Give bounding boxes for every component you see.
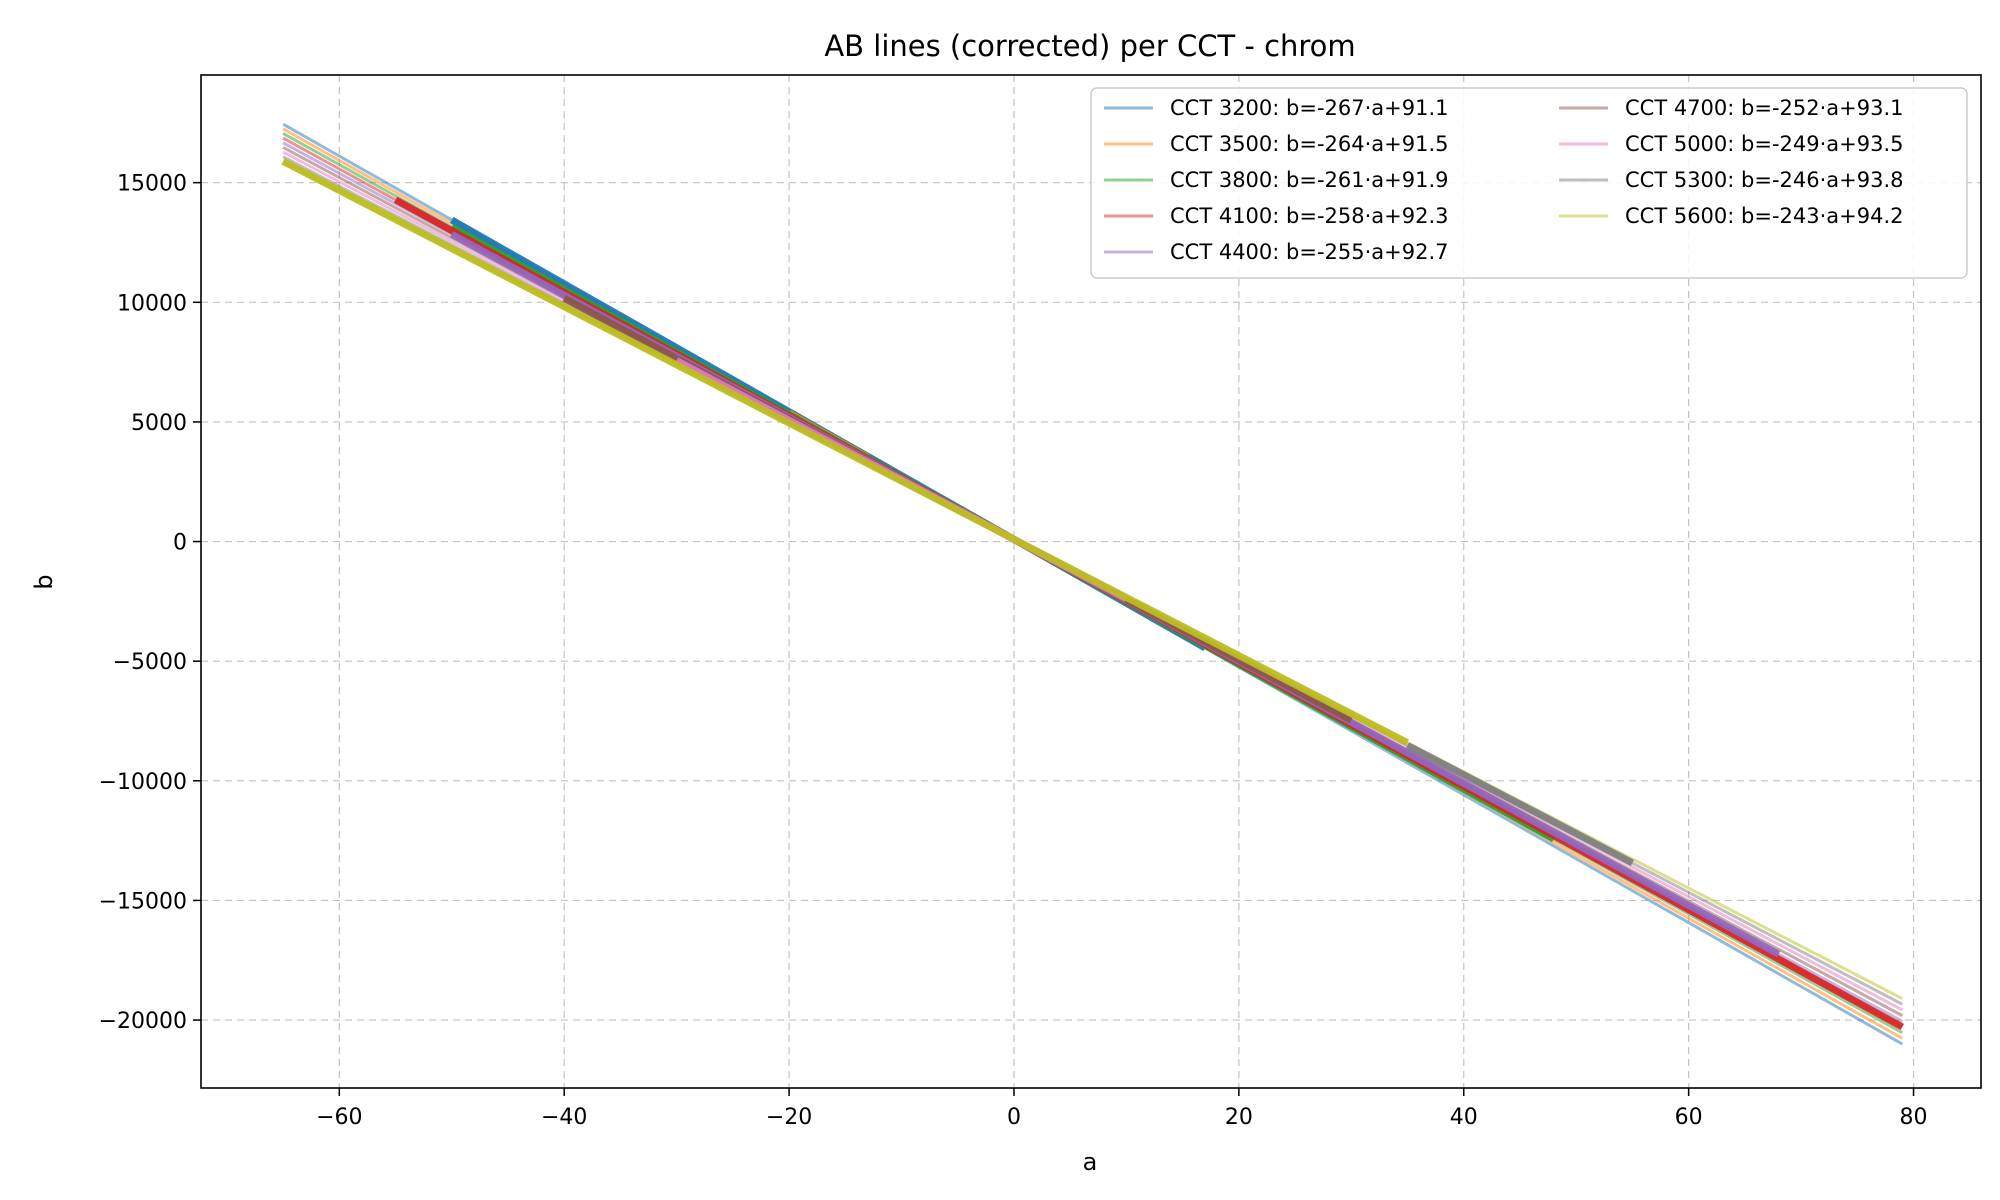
y-tick-label: −15000 xyxy=(99,889,187,914)
legend-label-2: CCT 3800: b=-261·a+91.9 xyxy=(1170,168,1449,192)
y-tick-label: −5000 xyxy=(113,650,187,675)
chart-title: AB lines (corrected) per CCT - chrom xyxy=(824,29,1355,63)
y-axis-label: b xyxy=(30,574,58,589)
legend-label-8: CCT 5600: b=-243·a+94.2 xyxy=(1625,204,1904,228)
x-tick-label: −20 xyxy=(766,1105,812,1130)
legend-label-7: CCT 5300: b=-246·a+93.8 xyxy=(1625,168,1904,192)
legend-box xyxy=(1090,87,1968,279)
y-tick-label: 10000 xyxy=(117,291,187,316)
series-data-segment-7 xyxy=(1405,742,1635,867)
x-axis-label: a xyxy=(1083,1148,1098,1176)
legend: CCT 3200: b=-267·a+91.1 CCT 3500: b=-264·… xyxy=(1090,87,1968,279)
series-layer xyxy=(281,122,1904,1046)
y-tick-label: −20000 xyxy=(99,1009,187,1034)
y-tick-label: 0 xyxy=(173,531,187,556)
series-data-segment-8 xyxy=(281,158,1410,746)
legend-label-1: CCT 3500: b=-264·a+91.5 xyxy=(1170,132,1449,156)
legend-label-0: CCT 3200: b=-267·a+91.1 xyxy=(1170,96,1449,120)
x-tick-label: 80 xyxy=(1900,1105,1928,1130)
plot-frame xyxy=(200,74,1982,1089)
x-tick-label: 0 xyxy=(1007,1105,1021,1130)
x-tick-label: −60 xyxy=(316,1105,362,1130)
x-tick-label: 40 xyxy=(1450,1105,1478,1130)
legend-label-4: CCT 4400: b=-255·a+92.7 xyxy=(1170,240,1449,264)
y-tick-label: 15000 xyxy=(117,172,187,197)
legend-label-6: CCT 5000: b=-249·a+93.5 xyxy=(1625,132,1904,156)
x-tick-label: −40 xyxy=(541,1105,587,1130)
y-tick-label: −10000 xyxy=(99,770,187,795)
x-tick-label: 60 xyxy=(1675,1105,1703,1130)
x-tick-label: 20 xyxy=(1225,1105,1253,1130)
y-axis: −20000 −15000 −10000 −5000 0 5000 10000 15000 xyxy=(99,172,201,1034)
y-tick-label: 5000 xyxy=(131,411,187,436)
x-axis: −60 −40 −20 0 20 40 60 80 xyxy=(316,1088,1928,1130)
legend-label-3: CCT 4100: b=-258·a+92.3 xyxy=(1170,204,1449,228)
legend-label-5: CCT 4700: b=-252·a+93.1 xyxy=(1625,96,1904,120)
